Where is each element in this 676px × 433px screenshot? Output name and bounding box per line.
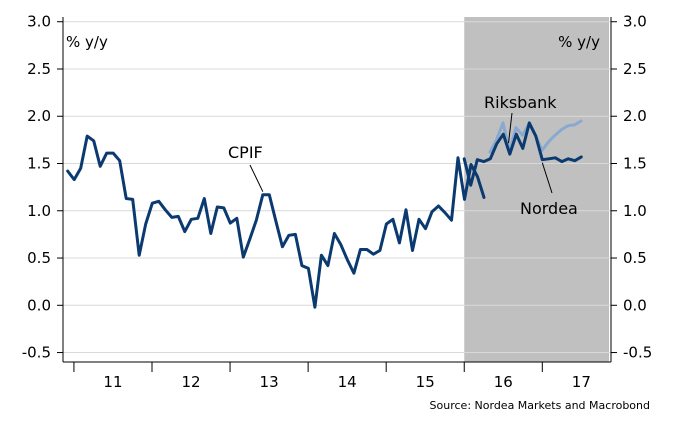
y-tick-label: -0.5: [22, 344, 51, 362]
annotation-pointers: [249, 112, 553, 194]
series-line-cpif: [66, 134, 486, 309]
unit-label-right: % y/y: [558, 33, 600, 51]
series-lines: [66, 119, 583, 309]
y-tick-label: 2.5: [27, 60, 51, 78]
x-tick-label: 11: [103, 373, 122, 391]
y-tick-label: 3.0: [27, 13, 51, 31]
y-tick-label: 2.0: [623, 107, 647, 125]
x-tick-label: 14: [338, 373, 357, 391]
x-tick-label: 12: [181, 373, 200, 391]
y-tick-label: 1.0: [623, 202, 647, 220]
horizontal-gridlines: [63, 21, 611, 354]
y-tick-label: 0.0: [623, 296, 647, 314]
y-axis-right-ticks: 3.0 2.5 2.0 1.5 1.0 0.5 0.0 -0.5: [611, 13, 652, 362]
y-tick-label: 0.0: [27, 296, 51, 314]
y-tick-label: 1.5: [27, 155, 51, 173]
x-tick-label: 16: [494, 373, 513, 391]
y-tick-label: 0.5: [27, 249, 51, 267]
annotation-cpif: CPIF: [228, 143, 263, 162]
y-tick-label: -0.5: [623, 344, 652, 362]
y-tick-label: 3.0: [623, 13, 647, 31]
forecast-period-shading: [464, 17, 609, 362]
y-tick-label: 2.0: [27, 107, 51, 125]
y-axis-left-ticks: 3.0 2.5 2.0 1.5 1.0 0.5 0.0 -0.5: [22, 13, 63, 362]
x-tick-label: 15: [416, 373, 435, 391]
pointer-cpif: [249, 164, 264, 192]
y-tick-label: 2.5: [623, 60, 647, 78]
series-line-nordea: [462, 121, 583, 187]
pointer-riksbank: [508, 112, 513, 144]
y-tick-label: 0.5: [623, 249, 647, 267]
y-tick-label: 1.0: [27, 202, 51, 220]
annotation-nordea: Nordea: [520, 199, 578, 218]
x-tick-label: 13: [260, 373, 279, 391]
x-axis-ticks: 11 12 13 14 15 16 17: [73, 362, 591, 391]
chart-axes: [62, 17, 612, 363]
source-note: Source: Nordea Markets and Macrobond: [430, 399, 650, 412]
pointer-nordea: [541, 162, 553, 194]
annotation-riksbank: Riksbank: [484, 93, 557, 112]
unit-label-left: % y/y: [66, 33, 108, 51]
x-tick-label: 17: [572, 373, 591, 391]
y-tick-label: 1.5: [623, 155, 647, 173]
